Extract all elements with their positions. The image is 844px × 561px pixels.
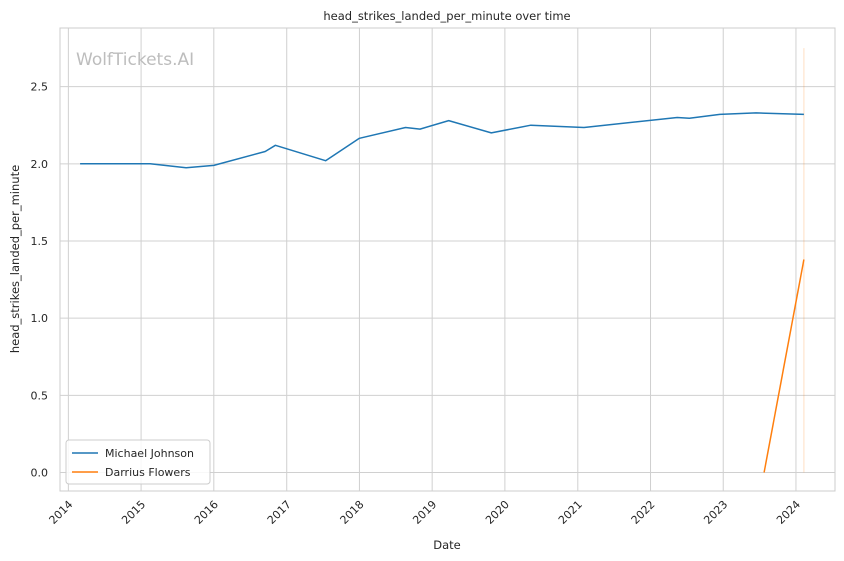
x-tick-label: 2014 (46, 498, 75, 527)
y-tick-label: 2.0 (31, 158, 49, 171)
y-axis: 0.0 0.5 1.0 1.5 2.0 2.5 (31, 81, 49, 480)
x-tick-label: 2018 (338, 498, 367, 527)
x-tick-label: 2022 (629, 498, 658, 527)
legend-label-darrius-flowers: Darrius Flowers (105, 466, 191, 479)
chart-title: head_strikes_landed_per_minute over time (323, 9, 570, 23)
x-tick-label: 2023 (701, 498, 730, 527)
y-tick-label: 0.5 (31, 389, 49, 402)
y-tick-label: 2.5 (31, 81, 49, 94)
x-tick-label: 2020 (483, 498, 512, 527)
x-axis-label: Date (433, 538, 461, 552)
legend: Michael Johnson Darrius Flowers (65, 439, 211, 485)
x-tick-label: 2021 (556, 498, 585, 527)
y-axis-label: head_strikes_landed_per_minute (8, 165, 22, 353)
y-tick-label: 1.0 (31, 312, 49, 325)
x-tick-label: 2024 (774, 498, 803, 527)
series-layer (80, 48, 805, 473)
legend-box (65, 439, 211, 485)
watermark: WolfTickets.AI (76, 50, 194, 70)
x-tick-label: 2019 (410, 498, 439, 527)
y-tick-label: 0.0 (31, 466, 49, 479)
x-tick-label: 2017 (265, 498, 294, 527)
x-tick-label: 2015 (119, 498, 148, 527)
x-tick-label: 2016 (192, 498, 221, 527)
x-axis: 2014 2015 2016 2017 2018 2019 2020 2021 2022 2023… (46, 498, 803, 527)
series-line-michael-johnson (80, 112, 804, 169)
legend-label-michael-johnson: Michael Johnson (105, 447, 194, 460)
series-line-darrius-flowers (763, 259, 805, 473)
y-tick-label: 1.5 (31, 235, 49, 248)
plot-area (59, 27, 836, 492)
